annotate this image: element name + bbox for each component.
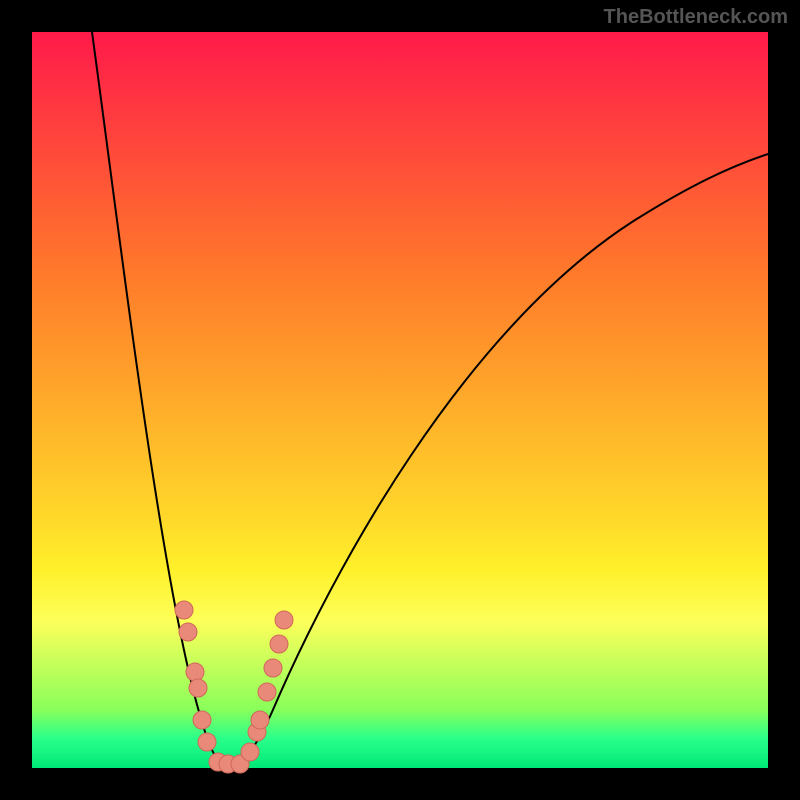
markers-group [175, 601, 293, 773]
data-marker [189, 679, 207, 697]
data-marker [241, 743, 259, 761]
data-marker [258, 683, 276, 701]
chart-svg [0, 0, 800, 800]
data-marker [270, 635, 288, 653]
data-marker [193, 711, 211, 729]
data-marker [275, 611, 293, 629]
data-marker [179, 623, 197, 641]
data-marker [186, 663, 204, 681]
data-marker [198, 733, 216, 751]
data-marker [264, 659, 282, 677]
data-marker [251, 711, 269, 729]
data-marker [175, 601, 193, 619]
curves-group [92, 32, 768, 768]
curve-path [92, 32, 226, 768]
curve-path [226, 154, 768, 768]
watermark-text: TheBottleneck.com [604, 6, 788, 29]
